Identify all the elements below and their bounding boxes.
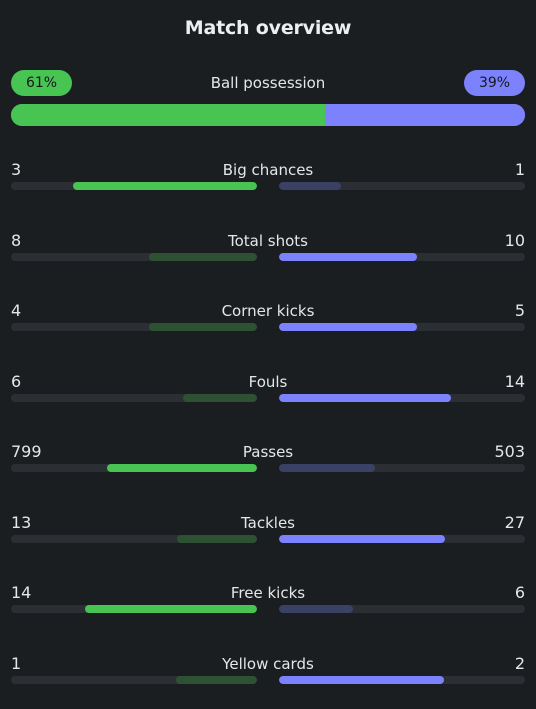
stat-label: Passes <box>242 443 294 461</box>
home-bar-fill <box>84 605 257 613</box>
stat-label: Corner kicks <box>221 302 315 320</box>
home-bar-fill <box>148 323 257 331</box>
away-bar-track <box>279 464 525 472</box>
away-bar-fill <box>279 676 444 684</box>
home-bar-fill <box>177 535 257 543</box>
away-value: 10 <box>504 231 525 250</box>
away-value: 503 <box>494 442 525 461</box>
stat-row: 3 Big chances 1 <box>11 158 525 198</box>
away-bar-track <box>279 605 525 613</box>
home-bar-track <box>11 676 257 684</box>
possession-label: Ball possession <box>210 74 326 92</box>
away-bar-fill <box>279 535 446 543</box>
away-value: 27 <box>504 513 525 532</box>
away-value: 5 <box>514 301 525 320</box>
away-bar-track <box>279 394 525 402</box>
away-possession-badge: 39% <box>464 70 525 96</box>
home-possession-badge: 61% <box>11 70 72 96</box>
stat-label: Total shots <box>228 232 308 250</box>
away-value: 1 <box>514 160 525 179</box>
away-bar-track <box>279 253 525 261</box>
away-bar-track <box>279 676 525 684</box>
away-bar-fill <box>279 605 353 613</box>
stat-row: 8 Total shots 10 <box>11 229 525 269</box>
away-bar-fill <box>279 464 375 472</box>
stat-label: Tackles <box>240 514 296 532</box>
home-value: 13 <box>11 513 32 532</box>
stat-row: 4 Corner kicks 5 <box>11 299 525 339</box>
page-title: Match overview <box>184 17 352 39</box>
home-bar-fill <box>106 464 257 472</box>
home-value: 6 <box>11 372 22 391</box>
home-value: 4 <box>11 301 22 320</box>
away-bar-track <box>279 323 525 331</box>
stat-label: Big chances <box>222 161 314 179</box>
home-bar-fill <box>72 182 257 190</box>
home-bar-track <box>11 535 257 543</box>
stat-label: Free kicks <box>230 584 306 602</box>
possession-header: 61% Ball possession 39% <box>11 70 525 96</box>
stat-row: 6 Fouls 14 <box>11 370 525 410</box>
stat-row: 1 Yellow cards 2 <box>11 652 525 692</box>
home-bar-track <box>11 394 257 402</box>
home-value: 799 <box>11 442 42 461</box>
home-bar-fill <box>175 676 257 684</box>
away-bar-fill <box>279 323 417 331</box>
home-value: 1 <box>11 654 22 673</box>
home-value: 8 <box>11 231 22 250</box>
home-bar-track <box>11 464 257 472</box>
home-bar-track <box>11 605 257 613</box>
away-value: 14 <box>504 372 525 391</box>
home-bar-fill <box>183 394 257 402</box>
away-bar-fill <box>279 253 417 261</box>
home-bar-fill <box>148 253 257 261</box>
stat-row: 799 Passes 503 <box>11 440 525 480</box>
home-bar-track <box>11 253 257 261</box>
stat-row: 14 Free kicks 6 <box>11 581 525 621</box>
away-bar-track <box>279 182 525 190</box>
away-bar-fill <box>279 182 341 190</box>
home-bar-track <box>11 182 257 190</box>
away-value: 2 <box>514 654 525 673</box>
stat-label: Yellow cards <box>222 655 314 673</box>
possession-bar <box>11 104 525 126</box>
home-value: 14 <box>11 583 32 602</box>
away-bar-fill <box>279 394 452 402</box>
home-value: 3 <box>11 160 22 179</box>
away-value: 6 <box>514 583 525 602</box>
possession-bar-away <box>324 104 525 126</box>
away-bar-track <box>279 535 525 543</box>
home-bar-track <box>11 323 257 331</box>
stat-row: 13 Tackles 27 <box>11 511 525 551</box>
stat-label: Fouls <box>248 373 288 391</box>
possession-bar-home <box>11 104 325 126</box>
